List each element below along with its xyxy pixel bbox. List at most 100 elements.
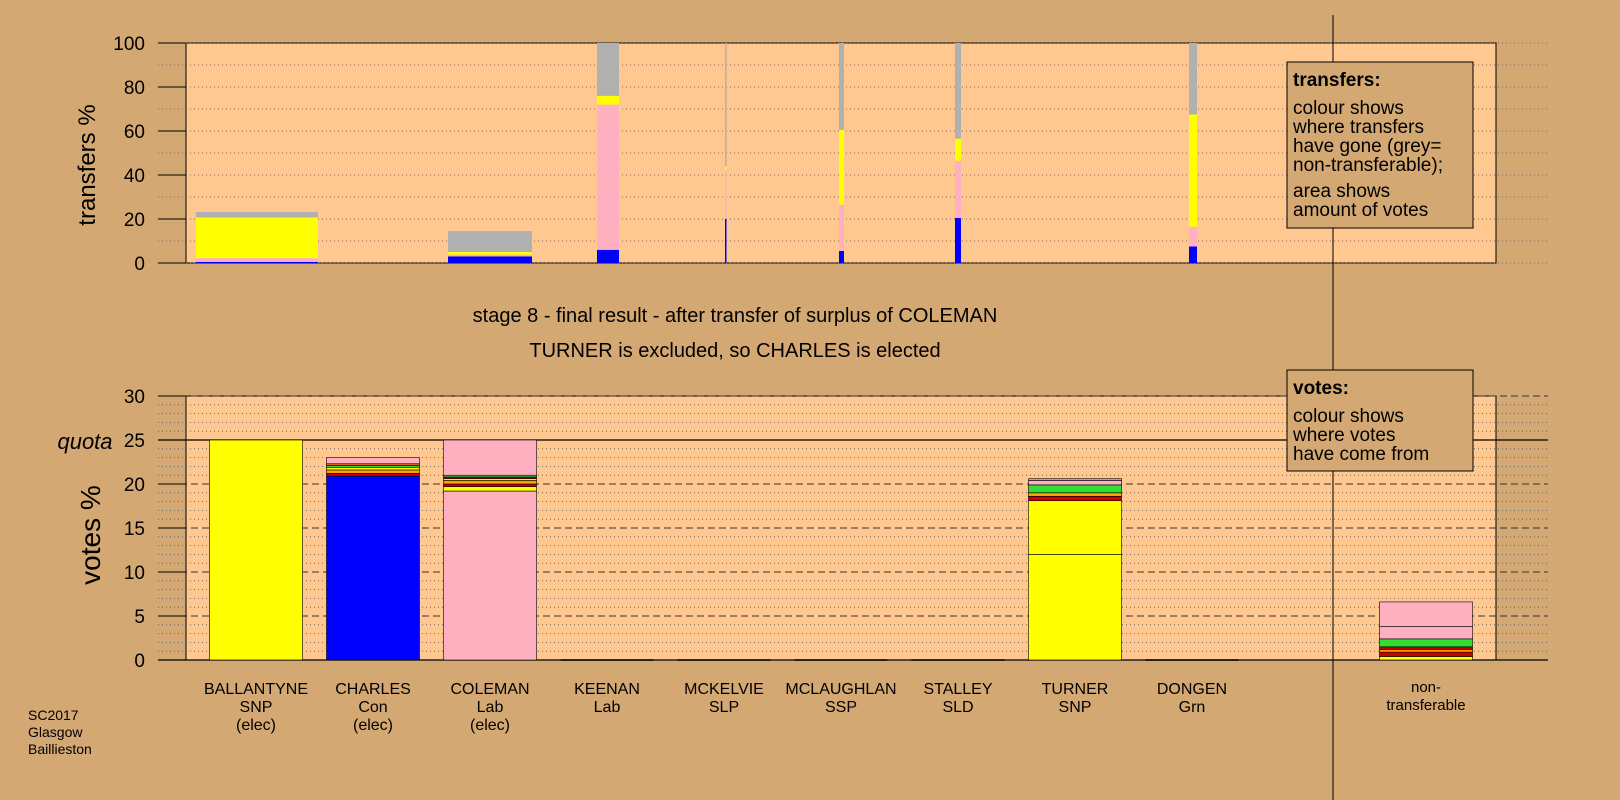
transfer-segment — [839, 129, 844, 205]
candidate-label: SLD — [942, 699, 973, 716]
transfers-y-label: transfers % — [74, 104, 101, 225]
votes-tick-label: 10 — [124, 563, 145, 584]
vote-segment — [1028, 478, 1122, 481]
transfer-segment — [597, 43, 619, 96]
transfers-legend-box — [1286, 61, 1474, 229]
candidate-label: SNP — [240, 699, 273, 716]
vote-segment — [443, 439, 537, 476]
transfers-tick-label: 60 — [124, 122, 145, 143]
votes-legend-box — [1286, 369, 1474, 472]
votes-tick-label: 15 — [124, 519, 145, 540]
vote-segment — [326, 475, 420, 661]
transfer-segment — [448, 231, 532, 252]
vote-segment — [1379, 626, 1473, 640]
transfer-segment — [1189, 43, 1197, 115]
transfer-segment — [955, 43, 961, 139]
vote-segment — [1379, 656, 1473, 661]
transfer-segment — [196, 211, 318, 218]
candidate-label: KEENAN — [574, 681, 640, 698]
transfer-segment — [839, 43, 844, 130]
candidate-label: STALLEY — [923, 681, 992, 698]
vote-segment — [443, 486, 537, 492]
votes-legend: votes: colour shows where votes have com… — [1286, 369, 1474, 472]
vote-segment — [326, 457, 420, 465]
transfer-segment — [955, 217, 961, 263]
candidate-label: (elec) — [353, 717, 393, 734]
transfer-segment — [597, 95, 619, 105]
candidate-label: CHARLES — [335, 681, 411, 698]
candidate-label: Grn — [1179, 699, 1206, 716]
transfer-segment — [597, 104, 619, 250]
vote-segment — [1028, 554, 1122, 661]
votes-legend-line: where votes — [1292, 425, 1395, 446]
votes-tick-label: 20 — [124, 475, 145, 496]
transfer-segment — [597, 249, 619, 263]
vote-segment — [1028, 492, 1122, 497]
vote-segment — [1028, 500, 1122, 555]
transfer-segment — [725, 166, 727, 171]
votes-tick-label: 0 — [134, 651, 145, 672]
votes-legend-line: colour shows — [1293, 406, 1404, 427]
transfer-segment — [448, 256, 532, 263]
vote-segment — [443, 490, 537, 661]
transfer-segment — [448, 252, 532, 255]
transfers-legend-line: amount of votes — [1293, 200, 1428, 221]
candidate-label: Lab — [594, 699, 621, 716]
candidate-label: DONGEN — [1157, 681, 1227, 698]
vote-segment — [1379, 646, 1473, 650]
transfers-tick-label: 100 — [113, 34, 145, 55]
transfers-tick-label: 20 — [124, 210, 145, 231]
candidate-label: SSP — [825, 699, 857, 716]
candidate-label: non- — [1411, 679, 1441, 696]
candidate-label: (elec) — [236, 717, 276, 734]
transfer-segment — [725, 43, 727, 167]
candidate-label: MCLAUGHLAN — [785, 681, 896, 698]
vote-segment — [1028, 496, 1122, 502]
transfers-legend-line: non-transferable); — [1293, 155, 1443, 176]
candidate-label: COLEMAN — [450, 681, 529, 698]
transfer-segment — [725, 170, 727, 219]
vote-segment — [1379, 651, 1473, 657]
transfers-y-axis: 0 20 40 60 80 100 — [113, 34, 186, 275]
votes-bars — [209, 439, 1473, 661]
footer-ward: Baillieston — [28, 741, 92, 757]
transfers-tick-label: 40 — [124, 166, 145, 187]
transfer-segment — [196, 217, 318, 259]
vote-segment — [326, 473, 420, 477]
transfer-segment — [955, 138, 961, 161]
votes-legend-title: votes: — [1293, 378, 1349, 399]
footer-city: Glasgow — [28, 724, 83, 740]
transfers-tick-label: 80 — [124, 78, 145, 99]
votes-y-label: votes % — [75, 485, 106, 585]
candidate-label: SNP — [1059, 699, 1092, 716]
transfer-segment — [1189, 226, 1197, 247]
transfer-segment — [839, 204, 844, 251]
candidate-label: Lab — [477, 699, 504, 716]
votes-legend-line: have come from — [1293, 444, 1429, 465]
transfer-segment — [955, 160, 961, 218]
candidate-labels: BALLANTYNESNP(elec)CHARLESCon(elec)COLEM… — [204, 679, 1466, 734]
vote-segment — [209, 439, 303, 661]
transfer-segment — [1189, 246, 1197, 263]
vote-segment — [1028, 484, 1122, 494]
votes-tick-label: 5 — [134, 607, 145, 628]
vote-segment — [1379, 601, 1473, 627]
transfer-segment — [725, 219, 727, 263]
candidate-label: SLP — [709, 699, 739, 716]
candidate-label: TURNER — [1042, 681, 1109, 698]
candidate-label: transferable — [1386, 697, 1465, 714]
stage-line-1: stage 8 - final result - after transfer … — [473, 305, 998, 327]
transfers-legend-line: where transfers — [1292, 117, 1424, 138]
vote-segment — [1379, 649, 1473, 653]
transfers-legend: transfers: colour shows where transfers … — [1286, 61, 1474, 229]
transfers-legend-title: transfers: — [1293, 70, 1381, 91]
votes-tick-label: 30 — [124, 387, 145, 408]
transfers-legend-line: colour shows — [1293, 98, 1404, 119]
transfer-segment — [1189, 114, 1197, 227]
transfer-segment — [196, 258, 318, 262]
transfer-segment — [448, 254, 532, 257]
candidate-label: MCKELVIE — [684, 681, 764, 698]
vote-segment — [326, 466, 420, 471]
vote-segment — [443, 480, 537, 485]
votes-tick-label: 25 — [124, 431, 145, 452]
